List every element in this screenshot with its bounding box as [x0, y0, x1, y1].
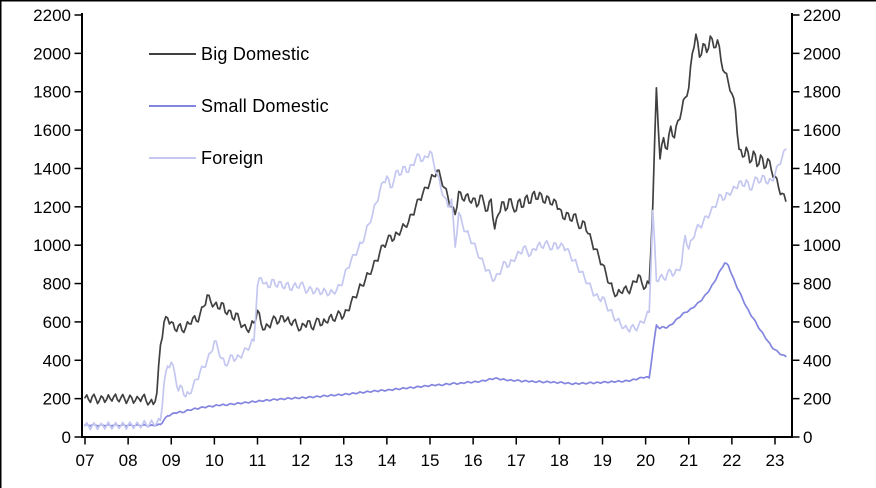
- series-line-big-domestic: [84, 33, 787, 406]
- legend-item-small-domestic: Small Domestic: [149, 96, 329, 116]
- legend-label-big-domestic: Big Domestic: [201, 43, 310, 64]
- x-axis-tick-label: 23: [766, 451, 785, 470]
- x-axis-tick-label: 07: [76, 451, 95, 470]
- y-axis-left-tick-label: 1600: [33, 121, 71, 140]
- y-axis-left-tick-label: 200: [43, 390, 71, 409]
- x-axis-tick-label: 21: [679, 451, 698, 470]
- x-axis-tick-label: 22: [722, 451, 741, 470]
- axes: [81, 13, 793, 438]
- x-axis-tick-label: 17: [507, 451, 526, 470]
- legend-item-foreign: Foreign: [149, 148, 329, 168]
- y-axis-left-tick-label: 1400: [33, 159, 71, 178]
- y-axis-left-tick-label: 1800: [33, 83, 71, 102]
- x-axis-tick-label: 10: [205, 451, 224, 470]
- legend-label-foreign: Foreign: [201, 147, 264, 168]
- legend-line-swatch-small-domestic: [149, 105, 196, 107]
- data-series: [84, 33, 787, 431]
- legend-label-small-domestic: Small Domestic: [201, 95, 329, 116]
- y-axis-right-tick-label: 2200: [803, 6, 841, 25]
- y-axis-right-tick-label: 1400: [803, 159, 841, 178]
- x-axis-tick-label: 08: [119, 451, 138, 470]
- y-axis-left-tick-label: 2000: [33, 44, 71, 63]
- y-axis-left-tick-label: 800: [43, 275, 71, 294]
- y-axis-left-tick-label: 0: [62, 428, 71, 447]
- y-axis-right-tick-label: 1800: [803, 83, 841, 102]
- y-axis-right-tick-label: 200: [803, 390, 831, 409]
- y-axis-right-tick-label: 400: [803, 351, 831, 370]
- y-axis-right-tick-label: 1600: [803, 121, 841, 140]
- x-axis-tick-label: 09: [162, 451, 181, 470]
- y-axis-right-tick-label: 600: [803, 313, 831, 332]
- y-axis-left-tick-label: 2200: [33, 6, 71, 25]
- x-axis-tick-label: 14: [377, 451, 396, 470]
- y-axis-right-tick-label: 2000: [803, 44, 841, 63]
- legend-line-swatch-foreign: [149, 157, 196, 159]
- x-axis-tick-label: 19: [593, 451, 612, 470]
- y-axis-left-tick-label: 1000: [33, 236, 71, 255]
- y-axis-left-tick-label: 1200: [33, 198, 71, 217]
- y-axis-ticks: 0 0 200 200 400 400 600 600 800 800 1000 1000 1200 12…: [33, 6, 841, 447]
- x-axis-tick-label: 16: [464, 451, 483, 470]
- x-axis-tick-label: 18: [550, 451, 569, 470]
- x-axis-tick-label: 12: [291, 451, 310, 470]
- series-line-foreign: [84, 148, 787, 431]
- legend-line-swatch-big-domestic: [149, 53, 196, 55]
- legend: Big Domestic Small Domestic Foreign: [149, 44, 329, 200]
- y-axis-right-tick-label: 1000: [803, 236, 841, 255]
- y-axis-right-tick-label: 1200: [803, 198, 841, 217]
- legend-item-big-domestic: Big Domestic: [149, 44, 329, 64]
- y-axis-left-tick-label: 600: [43, 313, 71, 332]
- x-axis-tick-label: 11: [249, 451, 267, 470]
- x-axis-tick-label: 15: [421, 451, 440, 470]
- series-line-small-domestic: [84, 262, 787, 428]
- x-axis-ticks: 07 08 09 10 11 12 13 14 15 16 17 18 19 20 21 22 23: [76, 437, 785, 470]
- x-axis-tick-label: 13: [334, 451, 353, 470]
- x-axis-tick-label: 20: [636, 451, 655, 470]
- y-axis-left-tick-label: 400: [43, 351, 71, 370]
- y-axis-right-tick-label: 800: [803, 275, 831, 294]
- y-axis-right-tick-label: 0: [803, 428, 812, 447]
